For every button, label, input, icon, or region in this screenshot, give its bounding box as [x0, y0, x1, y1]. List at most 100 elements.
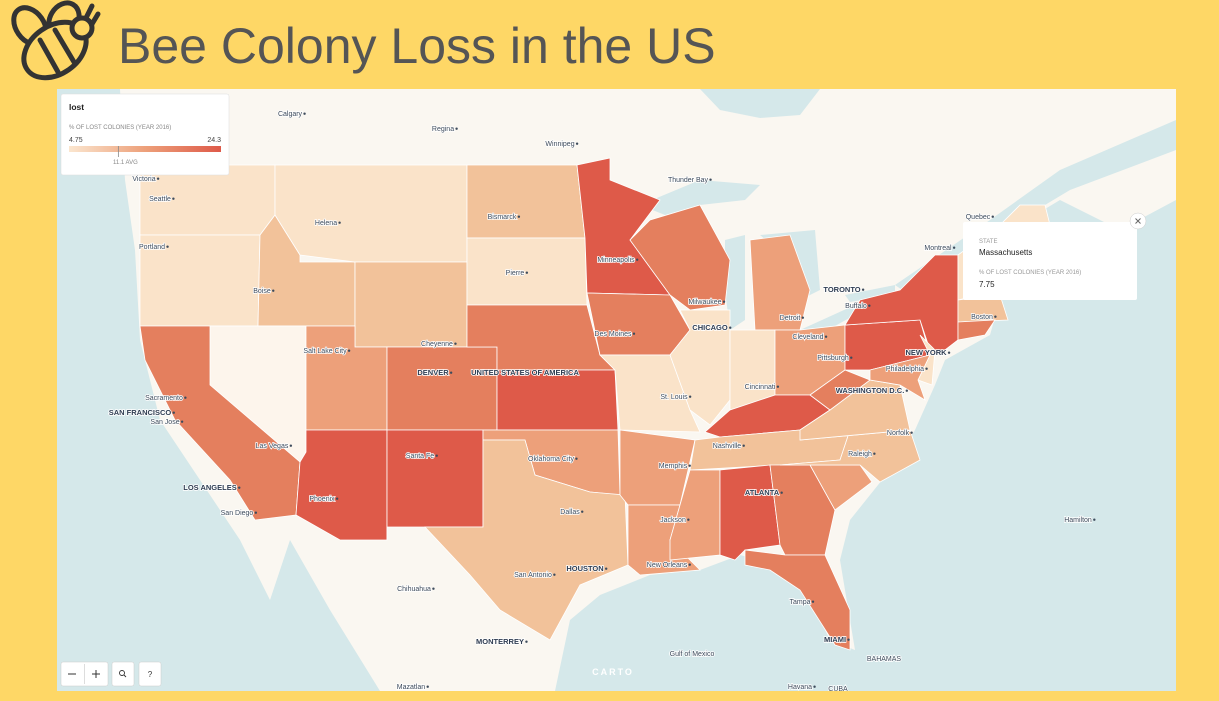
- city-label: Helena: [315, 220, 337, 227]
- city-dot: [272, 289, 275, 292]
- states: [139, 157, 1051, 651]
- bee-icon: [11, 0, 101, 81]
- city-label: Tampa: [789, 599, 810, 606]
- city-label: HOUSTON: [566, 564, 603, 573]
- legend-title: lost: [69, 102, 84, 112]
- lake-superior: [640, 180, 760, 215]
- tooltip-state: Massachusetts: [979, 248, 1032, 257]
- legend-max: 24.3: [207, 137, 221, 144]
- city-dot: [709, 178, 712, 181]
- state: [466, 164, 586, 239]
- city-dot: [172, 411, 175, 414]
- help-label: ?: [148, 670, 153, 679]
- city-dot: [289, 444, 293, 447]
- city-label: UNITED STATES OF AMERICA: [471, 368, 579, 377]
- city-label: BAHAMAS: [867, 656, 902, 663]
- city-label: Phoenix: [309, 496, 335, 503]
- city-dot: [426, 685, 429, 688]
- hudson-bay: [700, 89, 820, 118]
- city-label: Cheyenne: [421, 341, 453, 348]
- city-label: Thunder Bay: [668, 177, 709, 184]
- city-dot: [947, 351, 951, 354]
- city-label: Pittsburgh: [817, 355, 849, 362]
- city-label: Norfolk: [887, 430, 910, 437]
- close-icon: [1135, 218, 1141, 224]
- city-label: Memphis: [659, 463, 688, 470]
- city-dot: [905, 389, 909, 392]
- help-button[interactable]: [138, 661, 162, 687]
- city-label: Milwaukee: [688, 299, 721, 306]
- city-dot: [347, 349, 351, 352]
- city-label: SAN FRANCISCO: [109, 408, 172, 417]
- city-labels: Calgary Regina Winnipeg Thunder Bay Victoria…: [108, 110, 1096, 691]
- state: [869, 354, 931, 401]
- city-label: Mazatlan: [397, 684, 426, 691]
- city-dot: [635, 258, 639, 261]
- city-dot: [335, 497, 339, 500]
- map-controls: ?: [60, 661, 162, 687]
- city-label: San Diego: [221, 510, 254, 517]
- city-dot: [432, 587, 435, 590]
- city-label: Victoria: [132, 176, 155, 183]
- city-dot: [776, 385, 780, 388]
- city-label: Cleveland: [792, 334, 823, 341]
- city-dot: [238, 486, 241, 489]
- city-label: Salt Lake City: [303, 348, 347, 355]
- tooltip-state-label: STATE: [979, 239, 997, 245]
- city-dot: [847, 638, 850, 641]
- state: [844, 254, 959, 351]
- city-label: Portland: [139, 244, 165, 251]
- city-dot: [166, 245, 169, 248]
- city-dot: [688, 464, 691, 467]
- city-label: Buffalo: [845, 303, 867, 310]
- city-label: MONTERREY: [476, 637, 524, 646]
- city-dot: [813, 685, 816, 688]
- legend-min: 4.75: [69, 137, 83, 144]
- city-dot: [553, 573, 556, 576]
- search-button[interactable]: [111, 661, 135, 687]
- state: [749, 234, 811, 331]
- city-dot: [801, 316, 805, 319]
- state: [496, 369, 619, 431]
- city-label: MIAMI: [824, 635, 846, 644]
- state: [586, 292, 691, 356]
- state: [957, 319, 996, 341]
- city-label: Bismarck: [488, 214, 517, 221]
- city-label: Calgary: [278, 111, 303, 118]
- city-label: Boise: [253, 288, 271, 295]
- city-label: Oklahoma City: [528, 456, 574, 463]
- city-label: Dallas: [560, 509, 580, 516]
- city-label: Boston: [971, 314, 993, 321]
- search-icon: [123, 674, 127, 678]
- city-dot: [687, 518, 690, 521]
- city-label: Sacramento: [145, 395, 183, 402]
- city-label: Cincinnati: [745, 384, 776, 391]
- city-label: Detroit: [780, 315, 801, 322]
- tooltip: STATE Massachusetts % OF LOST COLONIES (…: [963, 212, 1147, 300]
- city-dot: [575, 142, 579, 145]
- city-dot: [688, 395, 692, 398]
- city-dot: [850, 356, 853, 359]
- city-label: Seattle: [149, 196, 171, 203]
- city-label: Quebec: [966, 214, 991, 221]
- city-label: Gulf of Mexico: [670, 651, 715, 658]
- attribution: CARTO: [592, 667, 634, 677]
- city-dot: [525, 640, 528, 643]
- map: Calgary Regina Winnipeg Thunder Bay Victoria…: [57, 89, 1176, 691]
- city-label: Hamilton: [1064, 517, 1092, 524]
- city-label: San Jose: [150, 419, 179, 426]
- tooltip-value-label: % OF LOST COLONIES (YEAR 2016): [979, 270, 1081, 276]
- state: [466, 237, 588, 306]
- lake-ontario: [845, 285, 895, 302]
- city-label: Philadelphia: [886, 366, 924, 373]
- zoom-in[interactable]: [92, 670, 100, 678]
- state: [386, 429, 484, 540]
- city-label: TORONTO: [823, 285, 860, 294]
- city-label: Chihuahua: [397, 586, 431, 593]
- city-dot: [581, 510, 584, 513]
- city-dot: [868, 304, 871, 307]
- city-dot: [1093, 518, 1096, 521]
- city-label: San Antonio: [514, 572, 552, 579]
- city-dot: [455, 127, 458, 130]
